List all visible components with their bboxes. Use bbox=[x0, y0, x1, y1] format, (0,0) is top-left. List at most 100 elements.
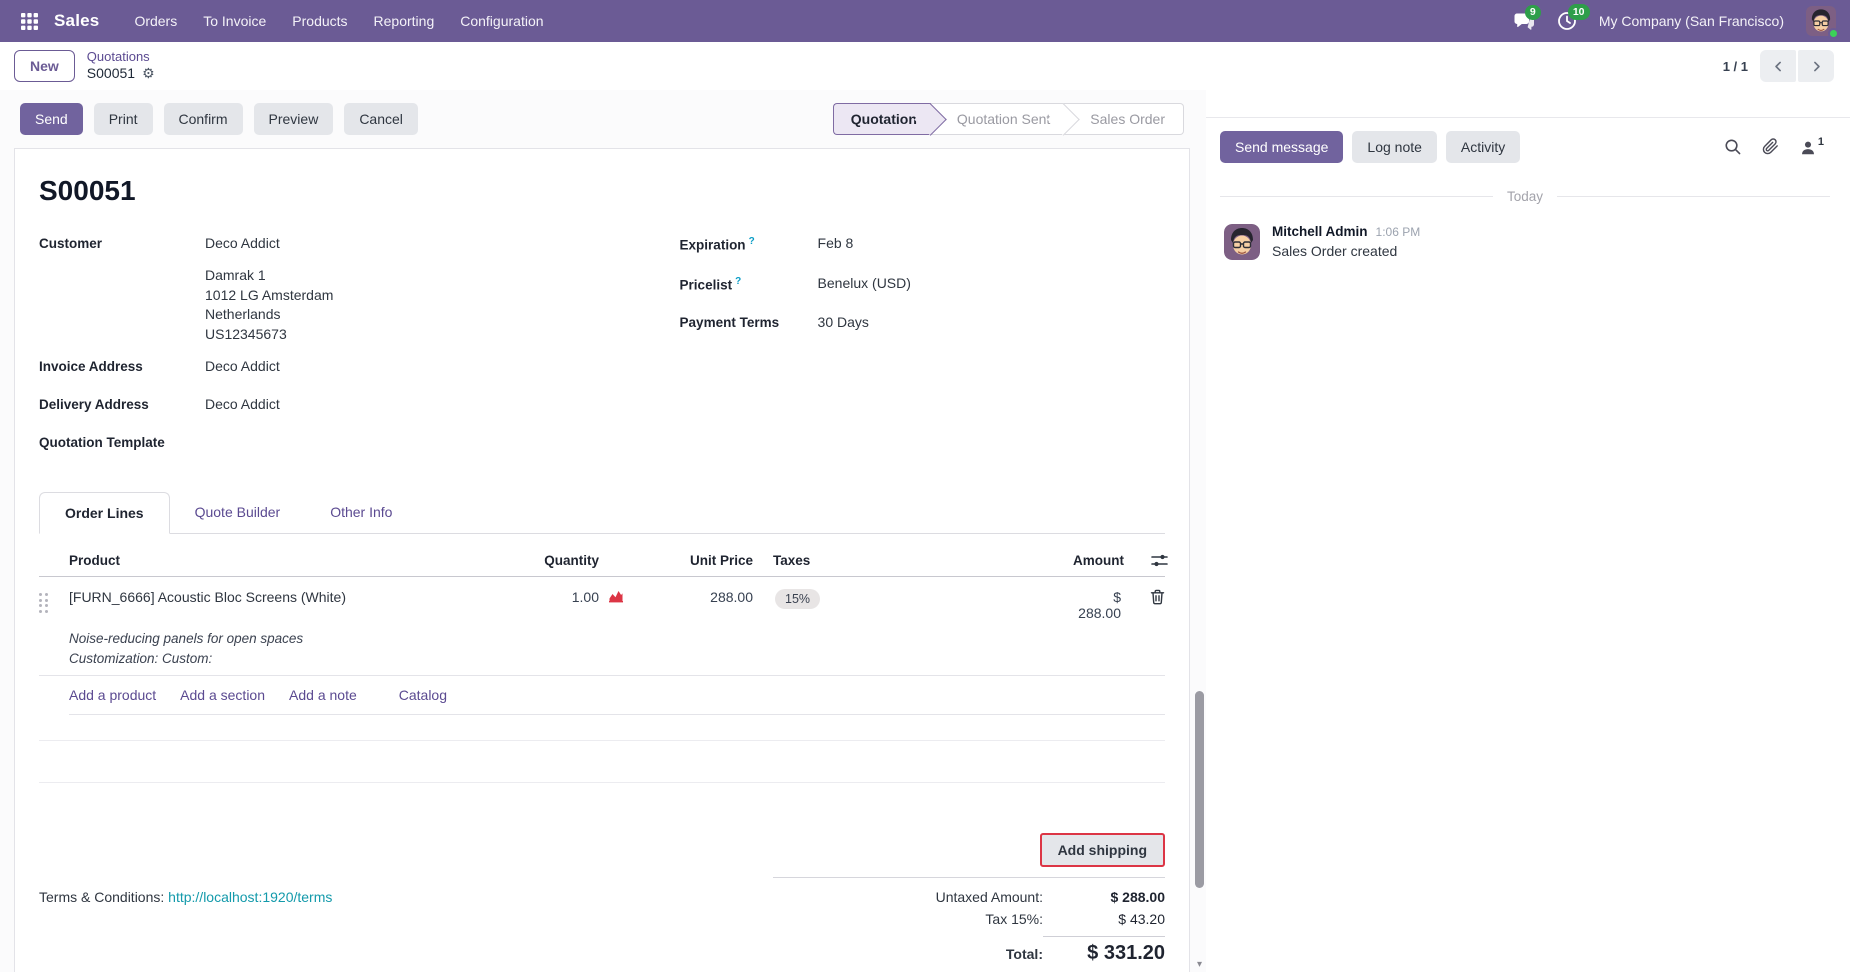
empty-table-row bbox=[39, 741, 1165, 783]
messages-icon[interactable]: 9 bbox=[1514, 4, 1541, 31]
col-amount[interactable]: Amount bbox=[1073, 553, 1124, 568]
customer-label: Customer bbox=[39, 236, 103, 251]
scrollbar-down-arrow[interactable]: ▾ bbox=[1196, 958, 1203, 970]
pricelist-label: Pricelist? bbox=[679, 275, 742, 293]
form-sheet: S00051 Customer Deco Addict Damrak 1 101… bbox=[14, 148, 1190, 972]
user-avatar[interactable] bbox=[1806, 6, 1839, 39]
followers-count: 1 bbox=[1817, 136, 1824, 149]
activity-button[interactable]: Activity bbox=[1445, 131, 1521, 163]
notebook-tabs: Order Lines Quote Builder Other Info bbox=[39, 491, 1165, 534]
top-navbar: Sales Orders To Invoice Products Reporti… bbox=[0, 0, 1850, 42]
empty-table-row bbox=[39, 715, 1165, 741]
message-time: 1:06 PM bbox=[1375, 225, 1421, 239]
col-quantity[interactable]: Quantity bbox=[544, 553, 599, 568]
status-pipeline: Quotation Quotation Sent Sales Order bbox=[832, 103, 1184, 135]
messages-badge: 9 bbox=[1524, 4, 1541, 20]
table-footer-links: Add a product Add a section Add a note C… bbox=[69, 676, 1165, 715]
pager-previous-button[interactable] bbox=[1760, 50, 1796, 82]
delivery-address-value[interactable]: Deco Addict bbox=[205, 396, 280, 412]
send-button[interactable]: Send bbox=[20, 103, 83, 135]
tab-quote-builder[interactable]: Quote Builder bbox=[194, 504, 281, 520]
record-actions-gear-icon[interactable]: ⚙ bbox=[142, 65, 155, 82]
breadcrumb: Quotations S00051 ⚙ bbox=[87, 49, 155, 83]
col-taxes[interactable]: Taxes bbox=[773, 553, 811, 568]
quantity-value[interactable]: 1.00 bbox=[571, 589, 599, 605]
preview-button[interactable]: Preview bbox=[253, 103, 334, 135]
col-unit-price[interactable]: Unit Price bbox=[689, 553, 753, 568]
breadcrumb-quotations-link[interactable]: Quotations bbox=[86, 49, 150, 65]
tax-tag[interactable]: 15% bbox=[775, 589, 821, 609]
customer-value[interactable]: Deco Addict bbox=[205, 235, 280, 251]
add-shipping-button[interactable]: Add shipping bbox=[1039, 833, 1165, 867]
status-step-sales-order[interactable]: Sales Order bbox=[1064, 103, 1184, 135]
app-name[interactable]: Sales bbox=[54, 11, 100, 30]
nav-item-reporting[interactable]: Reporting bbox=[373, 13, 435, 29]
pricelist-value[interactable]: Benelux (USD) bbox=[817, 274, 911, 291]
chatter-message: Mitchell Admin 1:06 PM Sales Order creat… bbox=[1220, 224, 1830, 260]
message-author: Mitchell Admin bbox=[1272, 224, 1368, 239]
nav-item-orders[interactable]: Orders bbox=[134, 13, 178, 29]
pager-next-button[interactable] bbox=[1798, 50, 1834, 82]
cancel-button[interactable]: Cancel bbox=[344, 103, 418, 135]
status-step-quotation-sent[interactable]: Quotation Sent bbox=[930, 103, 1065, 135]
terms-and-conditions: Terms & Conditions: http://localhost:192… bbox=[39, 889, 333, 905]
activities-clock-icon[interactable]: 10 bbox=[1557, 4, 1590, 31]
unit-price-value[interactable]: 288.00 bbox=[710, 589, 753, 605]
chatter-panel: Send message Log note Activity bbox=[1206, 90, 1850, 972]
statusbar-row: Send Print Confirm Preview Cancel Quotat… bbox=[0, 90, 1206, 148]
search-messages-icon[interactable] bbox=[1724, 138, 1741, 155]
invoice-address-value[interactable]: Deco Addict bbox=[205, 358, 280, 374]
payment-terms-value[interactable]: 30 Days bbox=[817, 314, 869, 330]
activities-badge: 10 bbox=[1567, 4, 1590, 20]
followers-icon[interactable]: 1 bbox=[1800, 136, 1824, 155]
breadcrumb-current-record: S00051 bbox=[86, 65, 136, 82]
attachments-paperclip-icon[interactable] bbox=[1762, 138, 1779, 155]
tax-label: Tax 15%: bbox=[985, 911, 1043, 927]
order-line-row[interactable]: [FURN_6666] Acoustic Bloc Screens (White… bbox=[39, 577, 1165, 676]
scrollbar-thumb[interactable] bbox=[1195, 691, 1204, 888]
customer-address: Damrak 1 1012 LG Amsterdam Netherlands U… bbox=[205, 267, 334, 342]
add-a-note-link[interactable]: Add a note bbox=[289, 687, 357, 703]
terms-link[interactable]: http://localhost:1920/terms bbox=[168, 889, 333, 905]
product-name[interactable]: [FURN_6666] Acoustic Bloc Screens (White… bbox=[69, 589, 346, 605]
nav-item-configuration[interactable]: Configuration bbox=[460, 13, 544, 29]
nav-item-to-invoice[interactable]: To Invoice bbox=[203, 13, 267, 29]
nav-menu: Orders To Invoice Products Reporting Con… bbox=[123, 7, 554, 35]
form-panel: Send Print Confirm Preview Cancel Quotat… bbox=[0, 90, 1206, 972]
nav-item-products[interactable]: Products bbox=[292, 13, 348, 29]
amount-value: $ 288.00 bbox=[1078, 589, 1121, 621]
totals-block: Untaxed Amount: $ 288.00 Tax 15%: $ 43.2… bbox=[773, 877, 1165, 968]
expiration-value[interactable]: Feb 8 bbox=[817, 235, 854, 251]
expiration-help-icon: ? bbox=[748, 236, 755, 247]
order-lines-table: Product Quantity Unit Price Taxes Amount bbox=[39, 544, 1168, 783]
tab-other-info[interactable]: Other Info bbox=[330, 504, 393, 520]
delete-line-icon[interactable] bbox=[1150, 589, 1165, 605]
optional-columns-icon[interactable] bbox=[1151, 553, 1168, 568]
log-note-button[interactable]: Log note bbox=[1352, 131, 1437, 163]
vertical-scrollbar[interactable]: ▾ bbox=[1194, 150, 1205, 970]
invoice-address-label: Invoice Address bbox=[39, 359, 143, 374]
tab-order-lines[interactable]: Order Lines bbox=[39, 492, 170, 534]
send-message-button[interactable]: Send message bbox=[1220, 131, 1344, 163]
new-button[interactable]: New bbox=[14, 50, 75, 82]
drag-handle[interactable] bbox=[39, 593, 48, 613]
print-button[interactable]: Print bbox=[93, 103, 153, 135]
pricelist-help-icon: ? bbox=[735, 275, 742, 287]
col-product[interactable]: Product bbox=[69, 553, 121, 568]
expiration-label: Expiration? bbox=[679, 236, 755, 253]
untaxed-amount-label: Untaxed Amount: bbox=[935, 889, 1043, 905]
status-step-quotation[interactable]: Quotation bbox=[832, 103, 931, 135]
apps-grid-icon[interactable] bbox=[14, 6, 44, 36]
payment-terms-label: Payment Terms bbox=[679, 315, 780, 330]
date-divider: Today bbox=[1220, 189, 1830, 204]
forecast-chart-icon[interactable] bbox=[599, 589, 633, 603]
add-a-section-link[interactable]: Add a section bbox=[180, 687, 266, 703]
confirm-button[interactable]: Confirm bbox=[163, 103, 243, 135]
message-author-avatar bbox=[1224, 224, 1260, 260]
catalog-link[interactable]: Catalog bbox=[398, 687, 448, 703]
add-a-product-link[interactable]: Add a product bbox=[69, 687, 157, 703]
online-status-dot bbox=[1828, 28, 1839, 39]
quotation-template-label: Quotation Template bbox=[39, 435, 165, 450]
delivery-address-label: Delivery Address bbox=[39, 397, 149, 412]
company-switcher[interactable]: My Company (San Francisco) bbox=[1598, 13, 1784, 29]
